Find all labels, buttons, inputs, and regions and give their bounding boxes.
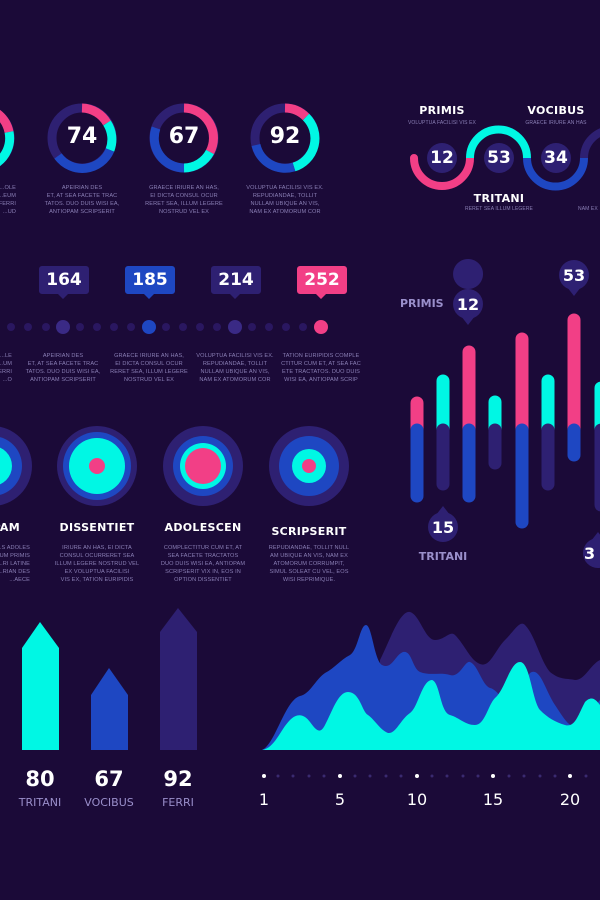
arrow-bar-label-vocibus: VOCIBUS xyxy=(84,796,134,809)
target-title-0: ...PAM xyxy=(0,521,20,534)
split-bar-label-primis: PRIMIS xyxy=(400,297,444,310)
wave-value-53: 53 xyxy=(487,148,511,168)
dot-timeline xyxy=(7,266,347,334)
arrow-bar-chart xyxy=(22,608,197,750)
wave-subtitle-tritani: RERET SEA ILLUM LEGERE xyxy=(465,206,533,212)
callout-value-252: 252 xyxy=(304,270,340,290)
target-icon-adolescen xyxy=(163,426,243,506)
wave-timeline xyxy=(410,125,600,191)
x-tick-20: 20 xyxy=(559,790,581,809)
donut-desc-67: GRAECE IRIURE AN HAS, EI DICTA CONSUL OC… xyxy=(145,185,223,215)
stacked-area-chart xyxy=(262,611,600,778)
wave-title-primis: PRIMIS xyxy=(419,104,465,117)
timeline-desc-252: TATION EURIPIDIS COMPLE CTITUR CUM ET, A… xyxy=(281,353,361,383)
donut-desc-0: ...OLE ...EUM ...FERRI ...UD xyxy=(0,185,16,215)
target-desc-scripserit: REPUDIANDAE, TOLLIT NULL AM UBIQUE AN VI… xyxy=(268,545,350,583)
target-icon-0 xyxy=(0,426,32,506)
donut-chart-92 xyxy=(250,103,320,173)
timeline-desc-0: ...LE ...UM ...ERRI ...O xyxy=(0,353,12,383)
donut-desc-74: APEIRIAN DES ET, AT SEA FACETE TRAC TATO… xyxy=(44,185,120,215)
split-bar-marker-53: 53 xyxy=(562,266,586,285)
timeline-desc-164: APEIRIAN DES ET, AT SEA FACETE TRAC TATO… xyxy=(25,353,101,383)
wave-value-34: 34 xyxy=(544,148,568,168)
arrow-bar-label-tritani: TRITANI xyxy=(18,796,62,809)
wave-value-12: 12 xyxy=(430,148,454,168)
x-tick-1: 1 xyxy=(258,790,270,809)
split-bar-marker-3: 3 xyxy=(584,544,596,563)
callout-value-164: 164 xyxy=(46,270,82,290)
donut-desc-92: VOLUPTUA FACILISI VIS EX. REPUDIANDAE, T… xyxy=(246,185,324,215)
wave-subtitle-primis: VOLUPTUA FACILISI VIS EX xyxy=(408,120,476,126)
donut-value-67: 67 xyxy=(168,124,200,149)
wave-title-tritani: TRITANI xyxy=(473,192,525,205)
donut-value-92: 92 xyxy=(269,124,301,149)
x-tick-15: 15 xyxy=(482,790,504,809)
arrow-bar-value-tritani: 80 xyxy=(25,767,55,791)
arrow-bar-label-ferri: FERRI xyxy=(162,796,194,809)
target-icon-dissentiet xyxy=(57,426,137,506)
wave-subtitle-3: NAM EX xyxy=(578,206,598,212)
donut-chart-0 xyxy=(0,109,15,167)
target-title-adolescen: ADOLESCEN xyxy=(164,521,242,534)
arrow-bar-value-vocibus: 67 xyxy=(94,767,124,791)
wave-subtitle-vocibus: GRAECE IRIURE AN HAS xyxy=(525,120,587,126)
callout-value-185: 185 xyxy=(132,270,168,290)
target-title-scripserit: SCRIPSERIT xyxy=(271,525,347,538)
target-title-dissentiet: DISSENTIET xyxy=(59,521,135,534)
target-desc-dissentiet: IRIURE AN HAS, EI DICTA CONSUL OCURRERET… xyxy=(54,545,140,583)
split-bar-label-tritani: TRITANI xyxy=(418,550,468,563)
split-bar-marker-15: 15 xyxy=(431,518,455,537)
target-desc-adolescen: COMPLECTITUR CUM ET, AT SEA FACETE TRACT… xyxy=(160,545,246,583)
x-tick-10: 10 xyxy=(406,790,428,809)
target-icon-scripserit xyxy=(269,426,349,506)
callout-value-214: 214 xyxy=(218,270,254,290)
target-desc-0: ...S ADOLES ...EUM PRIMIS ...RI LATINE .… xyxy=(0,545,30,583)
x-tick-5: 5 xyxy=(334,790,346,809)
wave-title-vocibus: VOCIBUS xyxy=(527,104,585,117)
donut-chart-67 xyxy=(149,103,219,173)
donut-value-74: 74 xyxy=(66,124,98,149)
split-bar-marker-12: 12 xyxy=(456,295,480,314)
split-bar-chart xyxy=(410,259,600,568)
donut-chart-74 xyxy=(47,103,117,173)
timeline-desc-185: GRAECE IRIURE AN HAS, EI DICTA CONSUL OC… xyxy=(110,353,188,383)
timeline-desc-214: VOLUPTUA FACILISI VIS EX. REPUDIANDAE, T… xyxy=(196,353,274,383)
arrow-bar-value-ferri: 92 xyxy=(163,767,193,791)
